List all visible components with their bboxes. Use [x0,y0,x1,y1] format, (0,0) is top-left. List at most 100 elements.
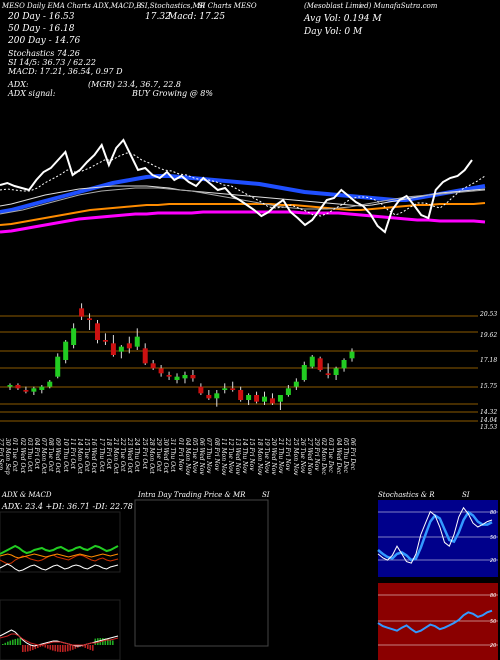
date-axis-label: 12 Tue Nov [226,438,234,474]
macd-histogram-bar [14,638,17,645]
date-axis-label: 03 Thu Oct [25,438,33,472]
ema20-label: 20 Day - 16.53 [8,12,75,22]
macd-histogram-bar [57,645,59,652]
macd-histogram-bar [29,645,32,651]
macd-histogram-bar [17,638,19,645]
adx-panel-readout: ADX: 23.4 +DI: 36.71 -DI: 22.78 [2,502,133,511]
header-line1-right: (Mesoblast Limi [304,2,362,10]
candle-body [309,356,315,367]
date-axis-label: 20 Wed Nov [269,438,277,475]
candle-body [150,363,156,369]
date-axis-label: 27 Wed Nov [305,438,313,475]
date-axis-label: 04 Wed Dec [334,438,342,475]
candle-body [174,376,180,380]
adx-values: (MGR) 23.4, 36.7, 22.8 [88,80,181,89]
ema-50-line [0,174,486,214]
date-axis-label: 13 Wed Nov [234,438,242,475]
macd-histogram-bar [34,645,37,650]
candle-body [158,368,164,374]
candle-body [23,390,29,392]
price-line [0,138,473,234]
date-axis-label: 25 Mon Nov [291,438,299,476]
date-axis-label: 29 Tue Oct [155,438,163,472]
date-axis-label: 06 Fri Dec [349,438,356,471]
macd-histogram-bar [104,638,107,645]
candle-body [102,340,108,342]
date-axis-label: 01 Fri Nov [176,438,184,471]
date-axis-label: 10 Thu Oct [61,438,69,472]
macd-histogram-bar [92,645,94,651]
candle-body [7,385,13,387]
adx-plus-di-line [0,544,119,555]
adx-line [0,563,119,572]
stoch-k-line [377,506,493,564]
si-label: SI 14/5: 36.73 / 62.22 [8,58,96,67]
ema200-label: 200 Day - 14.76 [8,36,81,46]
avg-vol-label: Avg Vol: 0.194 M [304,14,382,24]
date-axis-label: 26 Tue Nov [298,438,306,474]
candle-body [63,341,69,360]
macd-histogram-bar [49,645,52,650]
ema-20-dotted-line [0,152,486,217]
stoch-tick-label: 80 [490,510,496,516]
macd-histogram-bar [37,645,39,649]
candle-body [325,373,331,375]
close-price: 17.32 [145,12,171,22]
candle-body [206,395,212,399]
candle-body [55,356,61,377]
date-axis-label: 16 Wed Oct [90,438,98,474]
candle-body [269,398,275,404]
price-axis-label: 14.04 [480,417,498,424]
macd-histogram-bar [24,645,27,652]
candle-body [87,318,93,320]
date-axis-label: 05 Tue Nov [190,438,198,474]
macd-signal-line [0,633,119,646]
price-axis-label: 13.53 [480,424,498,431]
date-axis-label: 18 Fri Oct [104,438,112,470]
macd-histogram-bar [2,644,4,645]
candle-body [214,393,220,399]
candle-body [47,381,53,387]
rsi-panel [378,583,498,660]
macd-histogram-bar [112,640,114,645]
ema-200-line [0,210,486,234]
candle-body [317,358,323,370]
macd-histogram-bar [62,645,64,652]
macd-histogram-bar [74,645,77,649]
rsi-tick-label: 80 [490,593,496,599]
stochastics-panel [378,500,498,577]
macd-histogram-bar [64,645,67,652]
date-axis-label: 09 Wed Oct [54,438,62,474]
date-axis-label: 15 Fri Nov [248,438,256,471]
candle-body [182,375,188,379]
candle-body [134,336,140,347]
candle-body [301,365,307,380]
candle-body [94,323,100,340]
candle-body [190,375,196,379]
candle-body [285,388,291,395]
price-axis-label: 17.18 [480,357,498,364]
price-axis-label: 15.75 [480,383,498,390]
candle-body [230,388,236,390]
intraday-panel [134,499,269,647]
adx-label: ADX: [8,80,29,89]
macd-label: MACD: 17.21, 36.54, 0.97 D [8,67,123,76]
macd-histogram-bar [19,638,22,645]
candle-body [254,395,260,402]
date-axis-label: 03 Tue Dec [327,438,335,473]
macd-value-label: Macd: 17.25 [168,12,226,22]
macd-histogram-bar [42,645,44,647]
candle-body [118,346,124,352]
adx-orange-line [0,553,119,559]
candle-body [341,360,347,369]
candle-body [79,308,85,317]
day-vol-label: Day Vol: 0 M [304,27,363,37]
macd-histogram-bar [12,639,14,645]
macd-histogram-bar [39,645,42,647]
date-axis-label: 25 Fri Oct [140,438,148,470]
adx-signal-label: ADX signal: [8,89,56,98]
candle-body [333,368,339,375]
price-axis-label: 19.62 [480,332,498,339]
ema-150-line [0,202,486,226]
